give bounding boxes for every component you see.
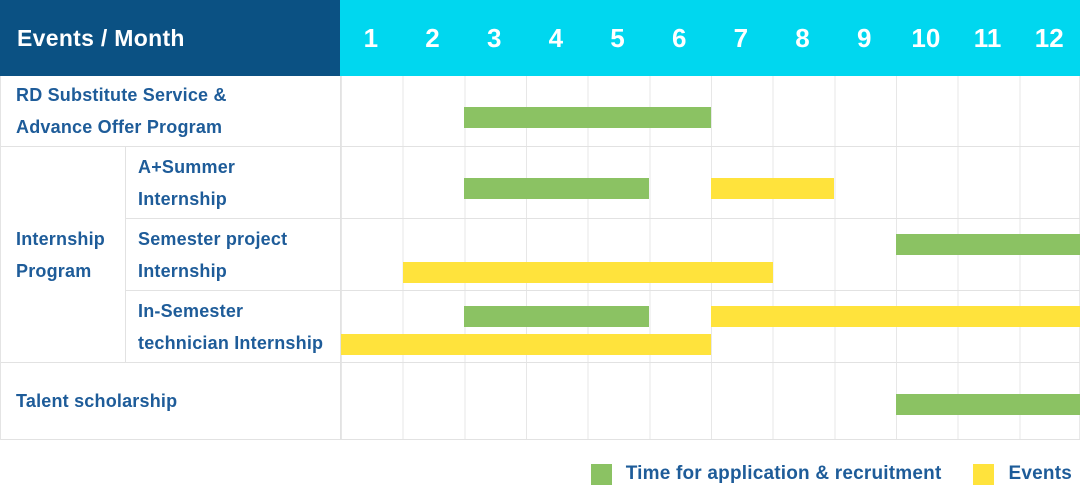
month-header-1: 1 xyxy=(363,22,379,53)
month-header-12: 12 xyxy=(1034,22,1064,53)
gantt-bar-application xyxy=(464,107,711,128)
month-header-5: 5 xyxy=(610,22,625,53)
row-label-a-plus-summer: A+Summer Internship xyxy=(126,147,341,219)
gantt-row-semester-project xyxy=(341,219,1080,291)
month-header-9: 9 xyxy=(856,22,872,53)
month-header-10: 10 xyxy=(911,22,941,53)
schedule-table-body: RD Substitute Service & Advance Offer Pr… xyxy=(0,76,1080,440)
gantt-bar-events xyxy=(711,178,835,199)
gantt-bar-events xyxy=(341,334,711,355)
month-header-3: 3 xyxy=(486,22,502,53)
month-header-2: 2 xyxy=(425,22,440,53)
legend-application-swatch xyxy=(590,463,612,485)
month-header-8: 8 xyxy=(795,22,810,53)
row-label-talent-scholarship: Talent scholarship xyxy=(1,363,341,440)
header-month-row: 1 2 3 4 5 6 7 8 9 10 11 12 xyxy=(340,0,1080,76)
gantt-bar-application xyxy=(464,178,650,199)
row-label-rd-substitute: RD Substitute Service & Advance Offer Pr… xyxy=(1,76,341,147)
month-header-4: 4 xyxy=(548,22,564,53)
month-header-6: 6 xyxy=(671,22,687,53)
month-header-11: 11 xyxy=(973,22,1002,53)
row-label-semester-project: Semester project Internship xyxy=(126,219,341,291)
gantt-bar-application xyxy=(464,306,650,327)
row-label-in-semester-technician: In-Semester technician Internship xyxy=(126,291,341,363)
legend: Time for application & recruitment Event… xyxy=(0,440,1080,494)
gantt-row-talent-scholarship xyxy=(341,363,1080,440)
gantt-bar-application xyxy=(896,234,1080,255)
month-header-7: 7 xyxy=(733,22,749,53)
gantt-row-a-plus-summer xyxy=(341,147,1080,219)
gantt-bar-events xyxy=(711,306,1080,327)
gantt-row-in-semester-technician xyxy=(341,291,1080,363)
row-group-label-internship-program: Internship Program xyxy=(1,147,126,363)
table-header: Events / Month 1 2 3 4 5 6 7 8 9 10 11 12 xyxy=(0,0,1080,76)
legend-events-swatch xyxy=(973,463,995,485)
legend-events-label: Events xyxy=(1008,463,1072,484)
header-events-month-cell: Events / Month xyxy=(0,0,340,76)
gantt-row-rd-substitute xyxy=(341,76,1080,147)
gantt-bar-application xyxy=(896,394,1080,415)
gantt-bar-events xyxy=(402,262,773,283)
legend-application-label: Time for application & recruitment xyxy=(625,463,942,484)
